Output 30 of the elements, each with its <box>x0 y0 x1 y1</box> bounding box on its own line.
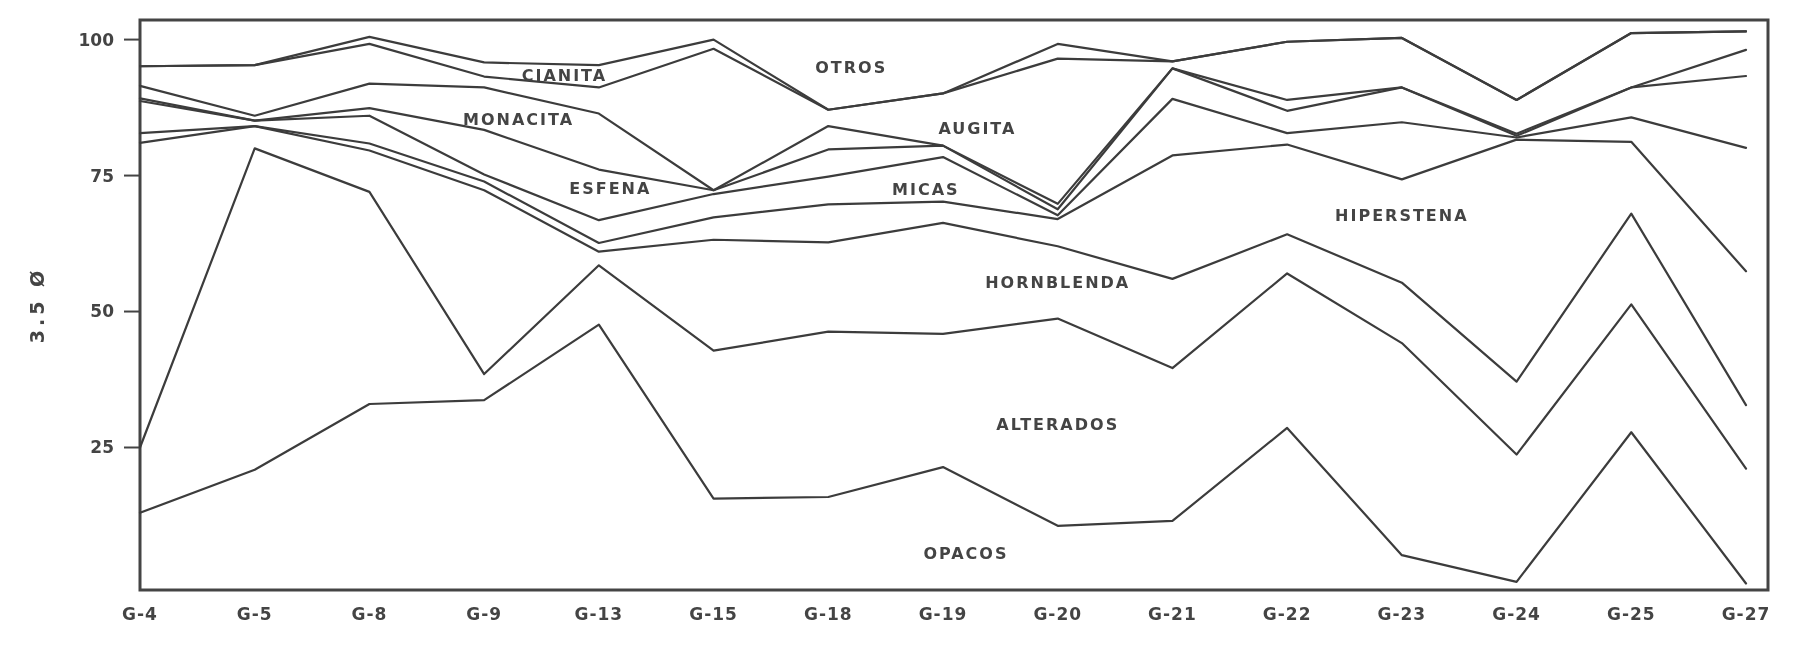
y-tick-label: 25 <box>90 437 114 458</box>
x-tick-label: G-20 <box>1033 604 1083 624</box>
annotation: OPACOS <box>923 543 1009 563</box>
annotation: MONACITA <box>463 110 575 130</box>
x-tick-label: G-23 <box>1377 604 1427 624</box>
x-tick-label: G-27 <box>1721 604 1771 624</box>
x-tick-label: G-21 <box>1148 604 1197 624</box>
y-tick-label: 75 <box>90 165 114 186</box>
x-tick-label: G-13 <box>574 604 624 624</box>
x-tick-label: G-4 <box>122 604 158 624</box>
x-tick-label: G-22 <box>1262 604 1312 624</box>
x-tick-label: G-9 <box>466 604 503 624</box>
annotation: HORNBLENDA <box>985 272 1131 292</box>
annotation: MICAS <box>892 180 960 200</box>
annotation: HIPERSTENA <box>1335 206 1469 226</box>
y-tick-label: 50 <box>90 301 115 322</box>
x-tick-label: G-15 <box>689 604 738 624</box>
annotation: ESFENA <box>569 179 652 199</box>
annotation: AUGITA <box>938 118 1017 138</box>
x-tick-label: G-25 <box>1606 604 1656 624</box>
y-axis-title: 3.5 Ø <box>26 266 48 344</box>
annotation: OTROS <box>815 58 888 78</box>
x-tick-label: G-19 <box>918 604 968 624</box>
x-tick-label: G-5 <box>236 604 273 624</box>
annotation: ALTERADOS <box>996 415 1120 435</box>
y-tick-label: 100 <box>78 29 115 50</box>
x-tick-label: G-8 <box>351 604 388 624</box>
annotation: CIANITA <box>521 65 608 85</box>
x-tick-label: G-24 <box>1492 604 1541 624</box>
x-tick-label: G-18 <box>803 604 853 624</box>
